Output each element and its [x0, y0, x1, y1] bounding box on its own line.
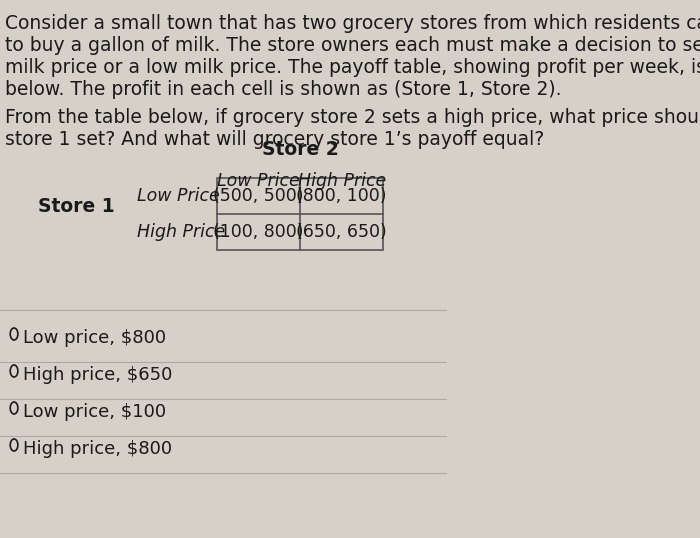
Text: High price, $800: High price, $800 [23, 440, 172, 458]
Text: (100, 800): (100, 800) [214, 223, 304, 241]
Text: (500, 500): (500, 500) [214, 187, 304, 205]
Text: to buy a gallon of milk. The store owners each must make a decision to set a hig: to buy a gallon of milk. The store owner… [5, 36, 700, 55]
Text: Consider a small town that has two grocery stores from which residents can choos: Consider a small town that has two groce… [5, 14, 700, 33]
Text: (800, 100): (800, 100) [296, 187, 387, 205]
Text: Low Price: Low Price [217, 172, 300, 190]
Text: below. The profit in each cell is shown as (Store 1, Store 2).: below. The profit in each cell is shown … [5, 80, 561, 99]
Text: High price, $650: High price, $650 [23, 366, 172, 384]
Text: Low Price: Low Price [137, 187, 220, 205]
Text: milk price or a low milk price. The payoff table, showing profit per week, is pr: milk price or a low milk price. The payo… [5, 58, 700, 77]
Text: Low price, $100: Low price, $100 [23, 403, 166, 421]
Text: (650, 650): (650, 650) [296, 223, 387, 241]
Text: High Price: High Price [298, 172, 386, 190]
Text: Low price, $800: Low price, $800 [23, 329, 166, 347]
Text: From the table below, if grocery store 2 sets a high price, what price should gr: From the table below, if grocery store 2… [5, 108, 700, 127]
Text: Store 2: Store 2 [262, 140, 339, 159]
Text: High Price: High Price [137, 223, 225, 241]
Text: Store 1: Store 1 [38, 196, 115, 216]
Bar [217, 178, 383, 250]
Text: store 1 set? And what will grocery store 1’s payoff equal?: store 1 set? And what will grocery store… [5, 130, 545, 149]
